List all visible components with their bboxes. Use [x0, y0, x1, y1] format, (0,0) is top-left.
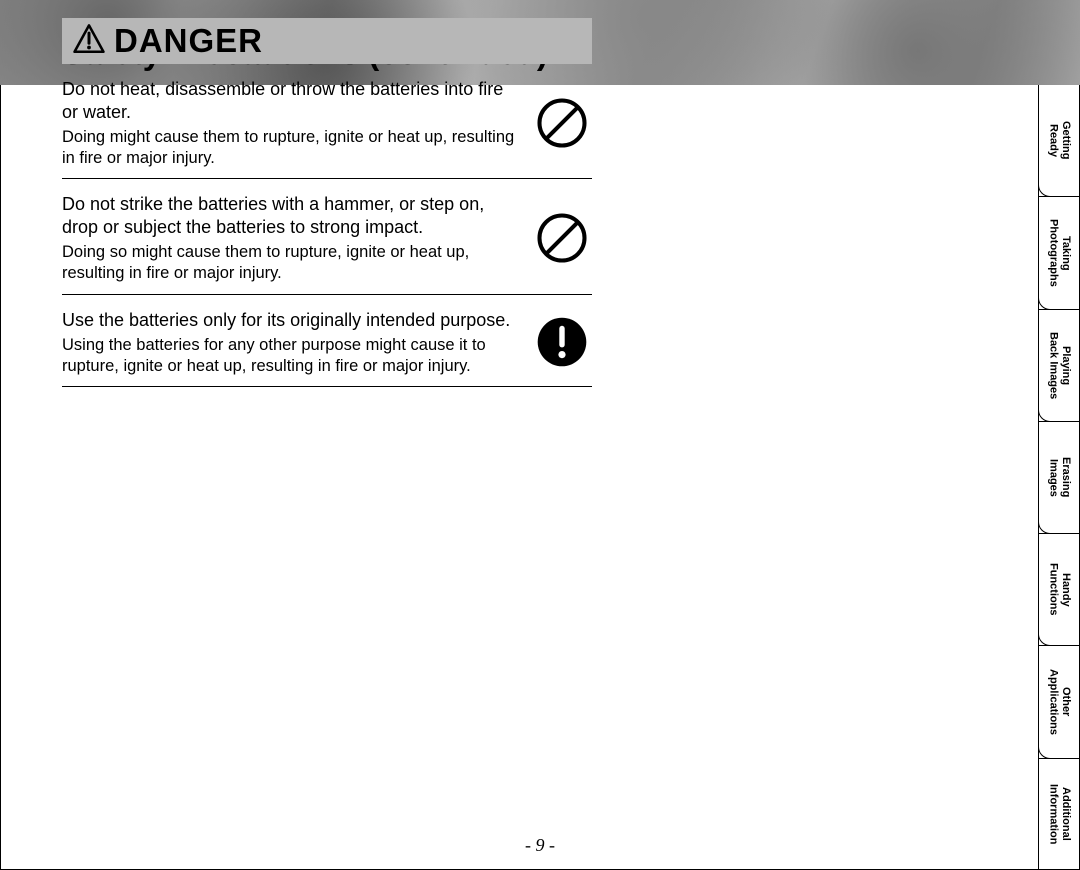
- item-body: Using the batteries for any other purpos…: [62, 335, 520, 376]
- item-heading: Do not strike the batteries with a hamme…: [62, 193, 520, 238]
- tab-label: Handy Functions: [1047, 563, 1072, 616]
- prohibit-icon: [532, 211, 592, 265]
- safety-item: Use the batteries only for its originall…: [62, 295, 592, 388]
- item-heading: Use the batteries only for its originall…: [62, 309, 520, 332]
- tab-label: Other Applications: [1047, 669, 1072, 735]
- tab-label: Getting Ready: [1047, 121, 1072, 160]
- danger-label: DANGER: [114, 22, 263, 60]
- item-body: Doing might cause them to rupture, ignit…: [62, 127, 520, 168]
- warning-triangle-icon: [72, 22, 106, 61]
- prohibit-icon: [532, 96, 592, 150]
- tab-playing-back-images[interactable]: Playing Back Images: [1039, 310, 1080, 422]
- content-area: DANGER Do not heat, disassemble or throw…: [62, 18, 592, 387]
- tab-label: Erasing Images: [1047, 457, 1072, 497]
- page-number: - 9 -: [0, 835, 1080, 856]
- caution-icon: [532, 315, 592, 369]
- tab-handy-functions[interactable]: Handy Functions: [1039, 534, 1080, 646]
- safety-item: Do not strike the batteries with a hamme…: [62, 179, 592, 294]
- tab-label: Additional Information: [1047, 784, 1072, 845]
- danger-bar: DANGER: [62, 18, 592, 64]
- item-heading: Do not heat, disassemble or throw the ba…: [62, 78, 520, 123]
- item-body: Doing so might cause them to rupture, ig…: [62, 242, 520, 283]
- tab-getting-ready[interactable]: Getting Ready: [1039, 85, 1080, 197]
- tab-other-applications[interactable]: Other Applications: [1039, 646, 1080, 758]
- side-tabs: Getting Ready Taking Photographs Playing…: [1038, 85, 1080, 870]
- tab-label: Playing Back Images: [1047, 332, 1072, 399]
- tab-taking-photographs[interactable]: Taking Photographs: [1039, 197, 1080, 309]
- tab-label: Taking Photographs: [1047, 219, 1072, 287]
- tab-erasing-images[interactable]: Erasing Images: [1039, 422, 1080, 534]
- tab-additional-information[interactable]: Additional Information: [1039, 759, 1080, 870]
- safety-item: Do not heat, disassemble or throw the ba…: [62, 64, 592, 179]
